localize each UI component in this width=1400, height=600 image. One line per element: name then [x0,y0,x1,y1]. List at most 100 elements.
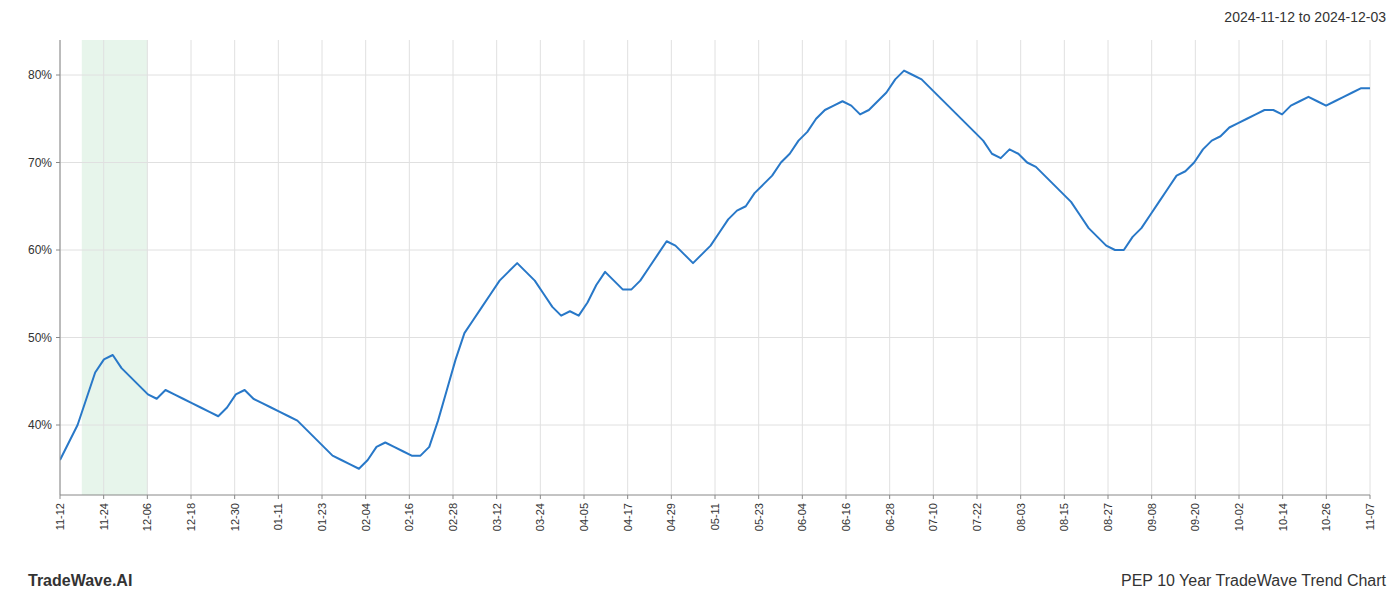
x-tick [846,495,847,499]
grid-line-x [1108,40,1109,495]
x-tick [1195,495,1196,499]
x-tick-label: 09-08 [1146,503,1158,531]
grid-line-x [889,40,890,495]
x-tick-label: 07-10 [927,503,939,531]
x-tick-label: 12-30 [229,503,241,531]
grid-line-x [715,40,716,495]
grid-line-x [1064,40,1065,495]
y-tick [56,75,60,76]
x-tick [1239,495,1240,499]
grid-line-x [234,40,235,495]
x-tick-label: 10-26 [1320,503,1332,531]
x-tick [1108,495,1109,499]
x-tick [1282,495,1283,499]
x-tick-label: 11-24 [98,503,110,530]
grid-line-x [758,40,759,495]
x-tick-label: 02-28 [447,503,459,531]
grid-line-x [627,40,628,495]
x-tick-label: 02-04 [360,503,372,531]
x-tick-label: 05-23 [753,503,765,531]
y-tick [56,162,60,163]
x-tick-label: 11-07 [1364,503,1376,530]
grid-line-x [1020,40,1021,495]
grid-line-x [1239,40,1240,495]
y-tick-label: 40% [28,418,52,432]
grid-line-x [1370,40,1371,495]
x-tick-label: 08-15 [1058,503,1070,531]
y-tick-label: 60% [28,243,52,257]
grid-line-x [977,40,978,495]
grid-line-x [1151,40,1152,495]
title: 2024-11-12 to 2024-12-03 [1224,9,1386,25]
line-group [60,71,1370,469]
x-tick [627,495,628,499]
x-tick [715,495,716,499]
trend-line [60,71,1370,469]
grid-line-x [802,40,803,495]
y-tick-label: 70% [28,156,52,170]
x-tick [584,495,585,499]
x-tick [103,495,104,499]
footer-right: PEP 10 Year TradeWave Trend Chart [1121,572,1387,589]
x-tick-label: 04-17 [622,503,634,531]
grid-line-x [933,40,934,495]
x-tick-label: 12-18 [185,503,197,531]
x-tick-label: 03-12 [491,503,503,531]
x-tick [758,495,759,499]
x-tick-label: 04-29 [665,503,677,531]
grid-line-x [846,40,847,495]
shade-group [82,40,148,495]
shaded-range [82,40,148,495]
grid-line-x [191,40,192,495]
grid-line-x [1282,40,1283,495]
x-tick [933,495,934,499]
axes: 40% 50% 60% 70% 80% 11-12 11-24 12-06 12-18 12-30… [28,40,1376,531]
y-tick [56,337,60,338]
x-tick-label: 07-22 [971,503,983,531]
grid-line-x [60,40,61,495]
x-tick-label: 08-27 [1102,503,1114,531]
x-tick [977,495,978,499]
grid-line-x [1195,40,1196,495]
grid-line-x [453,40,454,495]
grid-line-x [103,40,104,495]
grid-line-x [322,40,323,495]
x-tick [191,495,192,499]
grid-line-x [496,40,497,495]
grid-line-x [1326,40,1327,495]
x-tick [889,495,890,499]
x-tick-label: 06-16 [840,503,852,531]
x-tick [1151,495,1152,499]
x-tick-label: 11-12 [54,503,66,530]
x-tick-label: 03-24 [534,503,546,531]
x-tick [60,495,61,499]
y-tick [56,425,60,426]
x-tick [278,495,279,499]
y-tick-label: 50% [28,331,52,345]
x-tick-label: 02-16 [403,503,415,531]
x-tick [322,495,323,499]
x-tick-label: 08-03 [1015,503,1027,531]
x-tick-label: 12-06 [141,503,153,531]
x-tick [453,495,454,499]
x-tick [409,495,410,499]
grid-line-x [584,40,585,495]
x-tick [1020,495,1021,499]
chart: 40% 50% 60% 70% 80% 11-12 11-24 12-06 12-18 12-30… [0,0,1400,600]
x-tick [147,495,148,499]
x-tick [1326,495,1327,499]
x-tick [802,495,803,499]
x-tick-label: 04-05 [578,503,590,531]
x-tick [365,495,366,499]
x-tick-label: 01-11 [272,503,284,530]
x-tick-label: 06-28 [884,503,896,531]
grid-line-x [147,40,148,495]
x-tick-label: 05-11 [709,503,721,530]
x-tick [234,495,235,499]
y-tick-label: 80% [28,68,52,82]
x-tick [496,495,497,499]
x-tick-label: 10-14 [1277,503,1289,531]
y-tick [56,250,60,251]
x-tick [671,495,672,499]
x-tick-label: 06-04 [796,503,808,531]
